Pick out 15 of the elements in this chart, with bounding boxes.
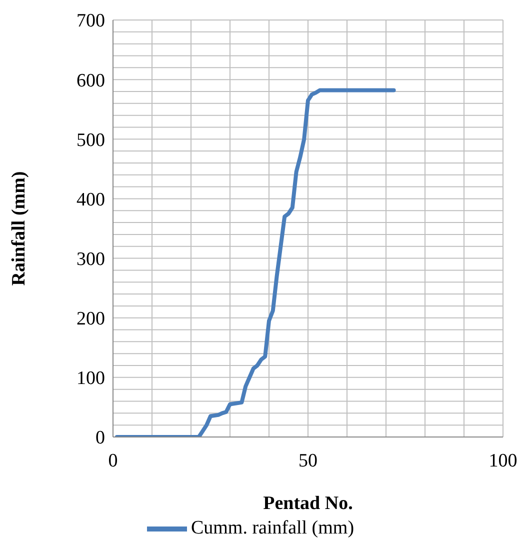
legend-label: Cumm. rainfall (mm): [190, 517, 354, 538]
y-axis-title: Rainfall (mm): [8, 171, 30, 286]
x-axis-title: Pentad No.: [263, 493, 353, 514]
y-tick-label: 500: [76, 130, 105, 151]
x-tick-label: 100: [488, 450, 518, 472]
y-tick-label: 200: [76, 308, 105, 330]
x-tick-label: 0: [108, 450, 118, 472]
y-tick-label: 300: [76, 249, 105, 270]
y-tick-label: 600: [76, 70, 105, 92]
y-tick-label: 400: [76, 189, 105, 210]
x-tick-label: 50: [298, 450, 318, 472]
y-tick-label: 0: [96, 428, 105, 449]
y-tick-label: 700: [76, 10, 105, 32]
line-series: [114, 88, 396, 437]
y-tick-label: 100: [76, 368, 105, 390]
